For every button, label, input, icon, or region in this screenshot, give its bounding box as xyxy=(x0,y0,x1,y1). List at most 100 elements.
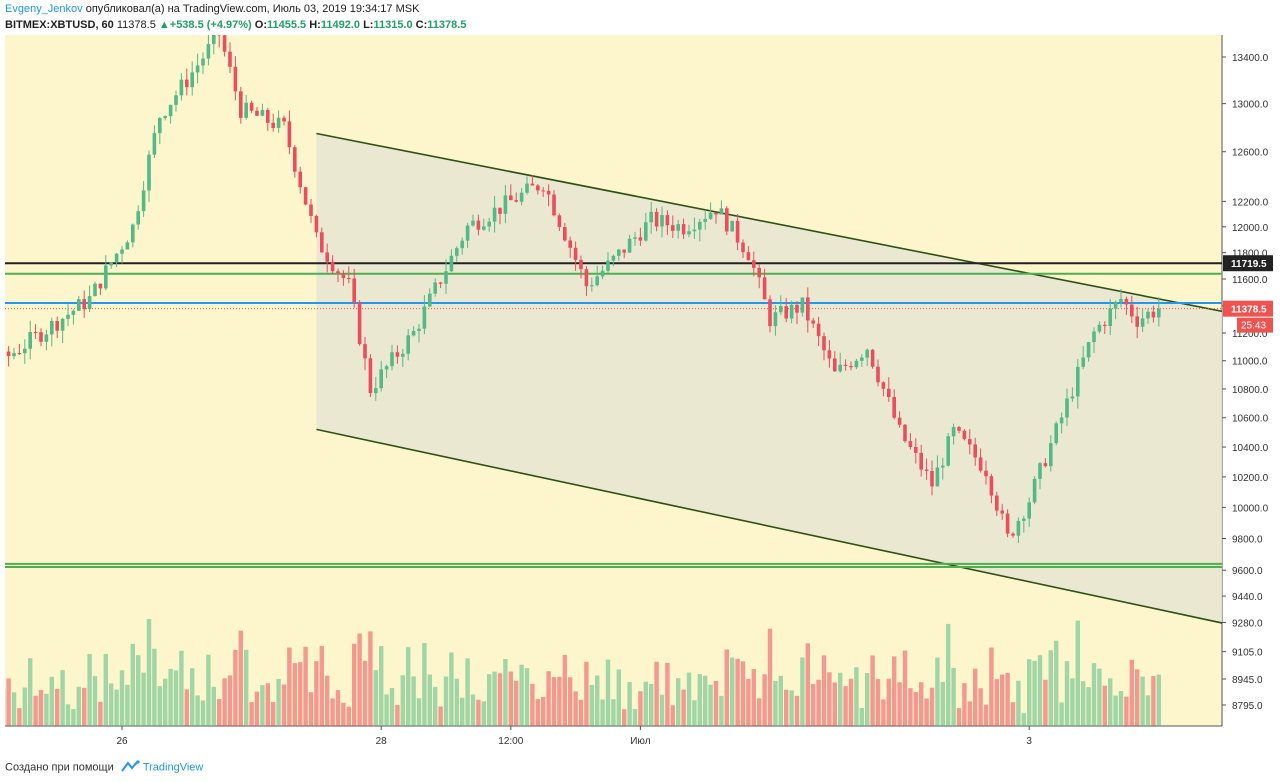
volume-bar xyxy=(514,680,519,726)
candle-body xyxy=(44,334,49,342)
candle-body xyxy=(725,208,729,232)
last-price-label: 11378.5 xyxy=(1231,305,1267,316)
candle-body xyxy=(330,261,335,272)
volume-bar xyxy=(1145,695,1151,726)
volume-bar xyxy=(271,702,276,726)
candle-body xyxy=(903,424,907,442)
volume-bar xyxy=(951,667,956,726)
candle-body xyxy=(12,353,16,357)
volume-bar xyxy=(206,654,211,726)
close-value: 11378.5 xyxy=(427,19,467,31)
candle-body xyxy=(622,249,626,253)
y-tick-label: 13400.0 xyxy=(1232,53,1269,64)
candle-body xyxy=(255,110,259,116)
candle-body xyxy=(989,476,994,496)
volume-bar xyxy=(600,699,605,726)
candle-body xyxy=(244,102,248,118)
volume-bar xyxy=(38,690,44,726)
price-chart[interactable]: 13400.0 13000.0 12600.0 12200.0 12000.0 11800… xyxy=(0,0,1280,760)
volume-bar xyxy=(924,698,929,726)
volume-bar xyxy=(60,670,65,726)
volume-bar xyxy=(373,670,378,726)
volume-bar xyxy=(244,649,249,726)
volume-bar xyxy=(249,702,254,726)
candle-body xyxy=(1108,308,1112,326)
volume-bar xyxy=(1037,655,1043,726)
y-tick-label: 8945.0 xyxy=(1232,675,1263,686)
y-tick-label: 9600.0 xyxy=(1232,566,1263,577)
volume-bar xyxy=(163,678,168,726)
volume-bar xyxy=(908,688,913,726)
volume-bar xyxy=(616,669,621,726)
volume-bar xyxy=(762,674,767,726)
volume-bar xyxy=(76,686,81,726)
volume-bar xyxy=(427,674,432,726)
candle-body xyxy=(352,278,356,303)
candle-body xyxy=(962,430,967,440)
volume-bar xyxy=(713,680,719,726)
candle-body xyxy=(681,224,686,235)
volume-bar xyxy=(125,684,130,726)
volume-bar xyxy=(665,662,670,726)
candle-body xyxy=(827,350,832,359)
volume-bar xyxy=(146,619,152,726)
volume-layer xyxy=(5,619,1161,726)
volume-bar xyxy=(546,671,551,726)
y-tick-label: 9280.0 xyxy=(1232,618,1263,629)
open-value: 11455.5 xyxy=(267,19,307,31)
volume-bar xyxy=(254,691,260,726)
candle-body xyxy=(276,117,281,128)
volume-bar xyxy=(627,682,632,726)
candle-body xyxy=(195,65,200,73)
candle-body xyxy=(935,467,940,487)
author-link[interactable]: Evgeny_Jenkov xyxy=(5,3,83,15)
candle-body xyxy=(487,221,491,227)
candle-body xyxy=(752,260,756,268)
candle-body xyxy=(876,366,880,383)
volume-bar xyxy=(1156,674,1161,726)
candle-body xyxy=(1011,533,1015,536)
volume-bar xyxy=(222,678,227,726)
candle-body xyxy=(924,469,929,472)
candle-body xyxy=(104,265,108,289)
volume-bar xyxy=(886,678,891,726)
candle-body xyxy=(179,79,184,96)
volume-bar xyxy=(1000,674,1005,726)
volume-bar xyxy=(800,657,805,726)
volume-bar xyxy=(454,678,459,726)
volume-bar xyxy=(940,681,945,726)
y-tick-label: 10200.0 xyxy=(1232,473,1269,484)
symbol-label[interactable]: BITMEX:XBTUSD, 60 xyxy=(5,19,114,31)
candle-body xyxy=(557,215,562,228)
volume-bar xyxy=(411,676,416,726)
volume-bar xyxy=(508,671,513,726)
candle-body xyxy=(1027,502,1031,519)
volume-bar xyxy=(708,684,713,726)
candle-body xyxy=(1081,357,1085,367)
candle-body xyxy=(595,276,599,286)
volume-bar xyxy=(551,677,557,726)
candle-body xyxy=(174,95,178,105)
volume-bar xyxy=(632,709,638,726)
footer: Создано при помощи TradingView xyxy=(5,760,203,775)
volume-bar xyxy=(346,706,351,726)
candle-body xyxy=(638,237,643,241)
volume-bar xyxy=(746,679,751,726)
volume-bar xyxy=(1097,668,1102,726)
volume-bar xyxy=(854,667,859,726)
volume-bar xyxy=(6,678,11,726)
volume-bar xyxy=(200,700,206,726)
candle-body xyxy=(822,336,826,351)
volume-bar xyxy=(578,699,584,726)
volume-bar xyxy=(152,648,157,726)
tradingview-brand[interactable]: TradingView xyxy=(142,761,204,774)
volume-bar xyxy=(946,623,951,726)
volume-bar xyxy=(49,676,54,726)
candle-body xyxy=(1135,316,1139,327)
candle-body xyxy=(525,183,529,193)
candle-body xyxy=(33,332,38,334)
volume-bar xyxy=(1064,661,1070,726)
candle-body xyxy=(190,72,194,88)
volume-bar xyxy=(1032,660,1037,726)
volume-bar xyxy=(557,676,562,726)
